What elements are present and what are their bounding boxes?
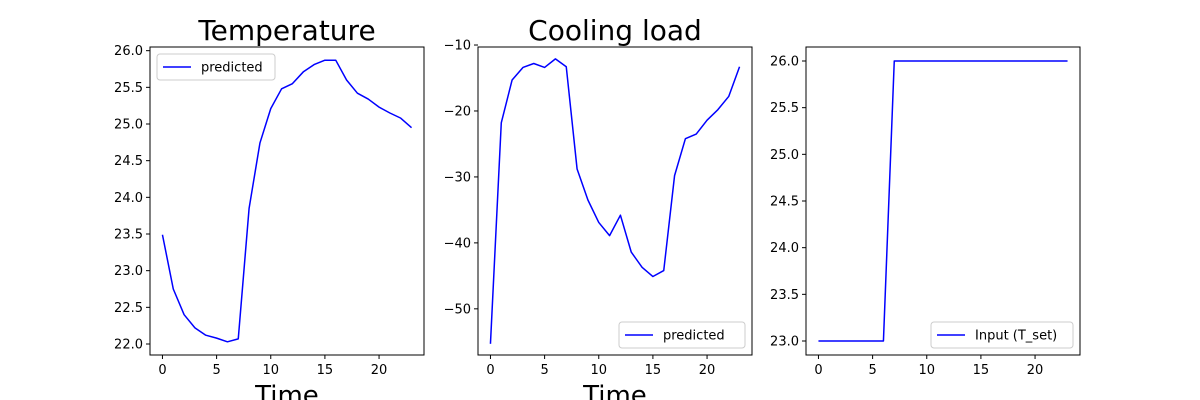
y-tick-label: 26.0 <box>770 55 799 70</box>
axes-frame <box>149 46 425 356</box>
legend-frame <box>930 321 1074 349</box>
legend-label: predicted <box>663 329 725 344</box>
x-tick-label: 0 <box>814 363 822 378</box>
y-tick-label: −40 <box>444 236 471 251</box>
x-tick-label: 10 <box>262 363 279 378</box>
legend: predicted <box>618 321 746 349</box>
y-tick-label: 24.5 <box>114 154 143 169</box>
series-line-1 <box>161 59 413 343</box>
y-tick-label: 23.5 <box>114 228 143 243</box>
y-tick-label: 25.5 <box>114 81 143 96</box>
legend: Input (T_set) <box>930 321 1074 349</box>
y-tick-label: 25.0 <box>114 118 143 133</box>
x-tick-label: 15 <box>317 363 334 378</box>
legend-frame <box>156 53 276 81</box>
axes-frame <box>805 46 1081 356</box>
series-line-1 <box>489 58 741 344</box>
x-tick-label: 20 <box>1027 363 1044 378</box>
x-tick-label: 20 <box>371 363 388 378</box>
x-tick-label: 5 <box>868 363 876 378</box>
legend-label: predicted <box>201 61 263 76</box>
x-tick-label: 10 <box>590 363 607 378</box>
y-tick-label: −50 <box>444 302 471 317</box>
x-axis-label: Time <box>254 381 319 400</box>
series-line-1 <box>818 60 1068 342</box>
chart-panel-2: 0 5 10 15 20 −50 −40 −30 −20 −10 Cooling load Time p… <box>444 14 753 400</box>
y-tick-label: 25.0 <box>770 148 799 163</box>
legend-frame <box>618 321 746 349</box>
x-axis-label: Time <box>582 381 647 400</box>
y-tick-label: 23.0 <box>770 335 799 350</box>
y-tick-label: 22.5 <box>114 301 143 316</box>
x-tick-label: 5 <box>212 363 220 378</box>
x-tick-label: 20 <box>699 363 716 378</box>
chart-panel-1: 0 5 10 15 20 22.0 22.5 23.0 23.5 24.0 24.5 25.0 25.5… <box>114 14 425 400</box>
y-tick-label: 24.0 <box>114 191 143 206</box>
x-tick-label: 0 <box>158 363 166 378</box>
x-tick-label: 0 <box>486 363 494 378</box>
x-tick-label: 10 <box>918 363 935 378</box>
y-tick-label: 22.0 <box>114 338 143 353</box>
y-tick-label: 24.5 <box>770 195 799 210</box>
x-tick-label: 5 <box>540 363 548 378</box>
chart-title: Cooling load <box>528 14 702 47</box>
legend-label: Input (T_set) <box>975 329 1057 344</box>
x-tick-label: 15 <box>973 363 990 378</box>
y-tick-label: 26.0 <box>114 44 143 59</box>
axes-frame <box>477 46 753 356</box>
y-tick-label: 25.5 <box>770 101 799 116</box>
y-tick-label: −30 <box>444 170 471 185</box>
y-tick-label: −10 <box>444 39 471 54</box>
y-tick-label: 23.5 <box>770 288 799 303</box>
y-tick-label: 24.0 <box>770 241 799 256</box>
chart-title: Temperature <box>197 14 375 47</box>
x-tick-label: 15 <box>645 363 662 378</box>
y-tick-label: −20 <box>444 104 471 119</box>
chart-panel-3: 0 5 10 15 20 23.0 23.5 24.0 24.5 25.0 25.5 26.0 Inpu… <box>770 46 1081 378</box>
y-tick-label: 23.0 <box>114 264 143 279</box>
legend: predicted <box>156 53 276 81</box>
